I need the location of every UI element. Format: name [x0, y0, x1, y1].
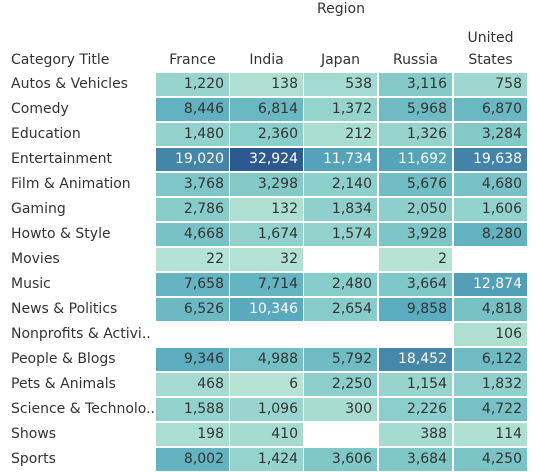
heatmap-cell: 4,818 — [454, 298, 527, 321]
heatmap-cell: 132 — [230, 198, 303, 221]
heatmap-cell: 3,664 — [379, 273, 452, 296]
heatmap-cell: 4,668 — [156, 223, 229, 246]
heatmap-cell: 3,284 — [454, 123, 527, 146]
heatmap-cell: 468 — [156, 373, 229, 396]
heatmap-cell: 5,792 — [304, 348, 377, 371]
row-label: People & Blogs — [11, 351, 116, 367]
heatmap-cell: 12,874 — [454, 273, 527, 296]
column-header: France — [169, 52, 216, 68]
heatmap-cell: 4,680 — [454, 173, 527, 196]
heatmap-cell: 19,638 — [454, 148, 527, 171]
heatmap-cell: 2,654 — [304, 298, 377, 321]
heatmap-cell: 32,924 — [230, 148, 303, 171]
column-header: India — [249, 52, 284, 68]
row-label: Pets & Animals — [11, 376, 116, 392]
heatmap-cell: 1,480 — [156, 123, 229, 146]
heatmap-cell: 3,768 — [156, 173, 229, 196]
heatmap-cell: 1,220 — [156, 73, 229, 96]
heatmap-cell: 106 — [454, 323, 527, 346]
heatmap-cell: 11,692 — [379, 148, 452, 171]
heatmap-cell: 11,734 — [304, 148, 377, 171]
heatmap-cell: 114 — [454, 423, 527, 446]
heatmap-cell: 3,298 — [230, 173, 303, 196]
heatmap-cell: 1,096 — [230, 398, 303, 421]
heatmap-cell: 538 — [304, 73, 377, 96]
heatmap-cell: 300 — [304, 398, 377, 421]
heatmap-cell: 6,526 — [156, 298, 229, 321]
column-group-title: Region — [317, 1, 365, 17]
row-label: Comedy — [11, 101, 69, 117]
heatmap-cell: 32 — [230, 248, 303, 271]
row-label: Entertainment — [11, 151, 113, 167]
heatmap-cell: 4,988 — [230, 348, 303, 371]
column-header: United States — [467, 30, 514, 68]
heatmap-cell: 6 — [230, 373, 303, 396]
heatmap-cell: 1,154 — [379, 373, 452, 396]
heatmap-cell: 3,928 — [379, 223, 452, 246]
row-header-title: Category Title — [11, 52, 110, 68]
heatmap-cell: 758 — [454, 73, 527, 96]
row-label: Science & Technolo.. — [11, 401, 155, 417]
heatmap-cell: 1,424 — [230, 448, 303, 471]
heatmap-cell: 4,722 — [454, 398, 527, 421]
heatmap-cell: 212 — [304, 123, 377, 146]
heatmap-cell: 198 — [156, 423, 229, 446]
heatmap-cell: 1,326 — [379, 123, 452, 146]
heatmap-cell: 8,002 — [156, 448, 229, 471]
row-label: Film & Animation — [11, 176, 131, 192]
heatmap-cell: 5,968 — [379, 98, 452, 121]
heatmap-cell: 410 — [230, 423, 303, 446]
heatmap-cell: 7,658 — [156, 273, 229, 296]
row-label: Gaming — [11, 201, 66, 217]
heatmap-cell: 1,372 — [304, 98, 377, 121]
heatmap-cell: 388 — [379, 423, 452, 446]
heatmap-cell: 10,346 — [230, 298, 303, 321]
row-label: News & Politics — [11, 301, 118, 317]
row-label: Education — [11, 126, 81, 142]
heatmap-cell: 1,832 — [454, 373, 527, 396]
heatmap-cell: 2,226 — [379, 398, 452, 421]
heatmap-cell: 9,346 — [156, 348, 229, 371]
heatmap-cell: 138 — [230, 73, 303, 96]
heatmap-cell: 2,360 — [230, 123, 303, 146]
row-label: Autos & Vehicles — [11, 76, 128, 92]
row-label: Shows — [11, 426, 57, 442]
heatmap-cell: 18,452 — [379, 348, 452, 371]
heatmap-cell: 1,674 — [230, 223, 303, 246]
heatmap-cell: 1,834 — [304, 198, 377, 221]
heatmap-cell: 6,870 — [454, 98, 527, 121]
column-header: Russia — [392, 52, 439, 68]
heatmap-cell: 5,676 — [379, 173, 452, 196]
heatmap-cell: 6,814 — [230, 98, 303, 121]
heatmap-cell: 1,574 — [304, 223, 377, 246]
column-header: Japan — [320, 52, 361, 68]
heatmap-cell: 19,020 — [156, 148, 229, 171]
heatmap-cell: 8,280 — [454, 223, 527, 246]
heatmap-cell: 1,588 — [156, 398, 229, 421]
row-label: Movies — [11, 251, 60, 267]
heatmap-cell: 9,858 — [379, 298, 452, 321]
heatmap-cell: 3,684 — [379, 448, 452, 471]
heatmap-cell: 2 — [379, 248, 452, 271]
heatmap-cell: 8,446 — [156, 98, 229, 121]
row-label: Music — [11, 276, 51, 292]
heatmap-cell: 22 — [156, 248, 229, 271]
heatmap-cell: 3,116 — [379, 73, 452, 96]
heatmap-cell: 2,140 — [304, 173, 377, 196]
heatmap-cell: 2,786 — [156, 198, 229, 221]
heatmap-cell: 2,050 — [379, 198, 452, 221]
heatmap-cell: 2,250 — [304, 373, 377, 396]
heatmap-cell: 7,714 — [230, 273, 303, 296]
heatmap-cell: 6,122 — [454, 348, 527, 371]
row-label: Howto & Style — [11, 226, 111, 242]
heatmap-cell: 1,606 — [454, 198, 527, 221]
row-label: Sports — [11, 451, 56, 467]
heatmap-cell: 4,250 — [454, 448, 527, 471]
heatmap-cell: 2,480 — [304, 273, 377, 296]
heatmap-cell: 3,606 — [304, 448, 377, 471]
row-label: Nonprofits & Activi.. — [11, 326, 151, 342]
